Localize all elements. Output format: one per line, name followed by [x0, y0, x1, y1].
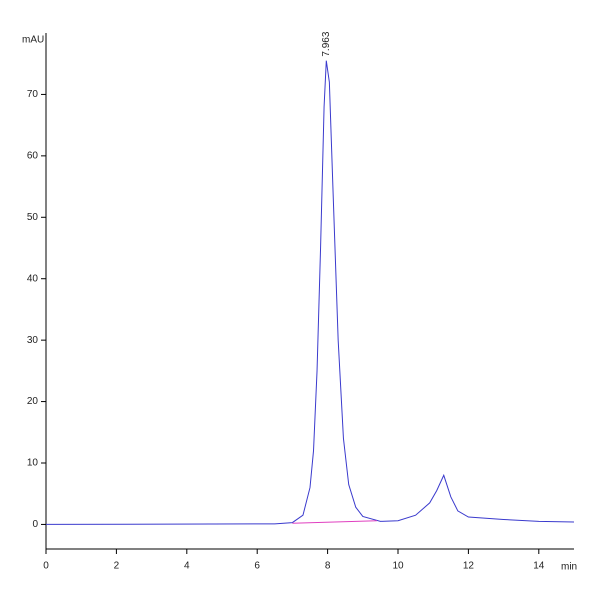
x-axis-label: min [561, 562, 577, 573]
y-axis-label: mAU [22, 35, 44, 46]
x-tick-label: 10 [392, 561, 404, 572]
y-tick-label: 40 [27, 273, 39, 284]
x-tick-label: 14 [533, 561, 545, 572]
series-line [45, 60, 575, 525]
peak-label: 7.963 [321, 31, 332, 56]
y-tick-label: 70 [27, 89, 39, 100]
y-tick-label: 0 [32, 519, 38, 530]
x-tick-label: 2 [114, 561, 120, 572]
y-tick-label: 30 [27, 335, 39, 346]
y-tick-label: 20 [27, 396, 39, 407]
series-line [292, 520, 377, 524]
x-tick-label: 8 [325, 561, 331, 572]
y-tick-label: 50 [27, 212, 39, 223]
y-tick-label: 60 [27, 150, 39, 161]
x-tick-label: 0 [43, 561, 49, 572]
x-tick-label: 6 [254, 561, 260, 572]
y-tick-label: 10 [27, 458, 39, 469]
x-tick-label: 4 [184, 561, 190, 572]
x-tick-label: 12 [463, 561, 475, 572]
